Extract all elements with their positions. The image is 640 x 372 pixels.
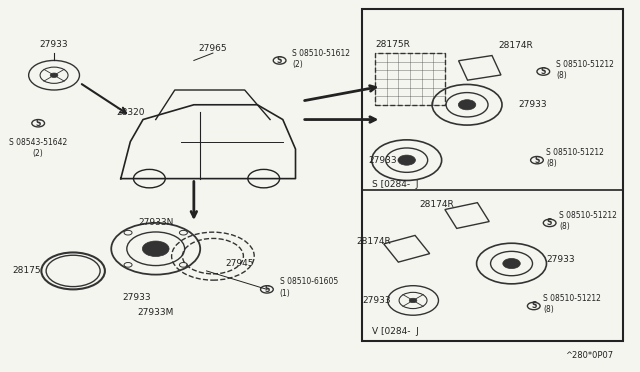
Text: 27933: 27933: [518, 100, 547, 109]
Text: 27933: 27933: [362, 296, 391, 305]
Text: S: S: [35, 119, 41, 128]
Text: 28174R: 28174R: [356, 237, 391, 246]
Text: S: S: [277, 56, 282, 65]
Text: 27933: 27933: [40, 41, 68, 49]
Text: 27933: 27933: [547, 255, 575, 264]
Text: S 08510-51212: S 08510-51212: [556, 60, 614, 69]
Text: S 08510-61605: S 08510-61605: [280, 278, 338, 286]
Text: S: S: [264, 285, 269, 294]
Text: 27933N: 27933N: [138, 218, 173, 227]
Text: ^280*0P07: ^280*0P07: [565, 350, 613, 359]
Circle shape: [409, 298, 417, 303]
Text: (1): (1): [280, 289, 291, 298]
Text: 28175R: 28175R: [375, 41, 410, 49]
Circle shape: [398, 155, 415, 165]
Text: 27933: 27933: [122, 293, 151, 302]
Text: 28175: 28175: [13, 266, 42, 275]
Text: S [0284-  J: S [0284- J: [372, 180, 419, 189]
Text: V [0284-  J: V [0284- J: [372, 327, 419, 336]
Text: S: S: [531, 301, 536, 311]
Bar: [375, 53, 445, 105]
Text: S 08510-51212: S 08510-51212: [543, 294, 601, 303]
Text: S 08510-51212: S 08510-51212: [559, 211, 617, 220]
Text: (8): (8): [543, 305, 554, 314]
Text: 27933: 27933: [369, 155, 397, 165]
Text: (8): (8): [556, 71, 567, 80]
Text: (2): (2): [33, 149, 44, 158]
Circle shape: [503, 259, 520, 269]
Text: 27965: 27965: [198, 44, 227, 53]
Text: 27933M: 27933M: [138, 308, 174, 317]
Text: 28174R: 28174R: [499, 41, 534, 50]
Text: (8): (8): [559, 222, 570, 231]
Text: 28174R: 28174R: [420, 200, 454, 209]
Text: S: S: [541, 67, 546, 76]
Text: 28320: 28320: [116, 109, 145, 118]
Text: S 08510-51612: S 08510-51612: [292, 49, 350, 58]
Bar: [362, 9, 623, 341]
Text: (8): (8): [547, 159, 557, 169]
Text: S: S: [534, 155, 540, 165]
Circle shape: [458, 100, 476, 110]
Text: S 08543-51642: S 08543-51642: [9, 138, 67, 147]
Text: (2): (2): [292, 60, 303, 69]
Circle shape: [51, 73, 58, 77]
Text: 27945: 27945: [226, 259, 254, 268]
Text: S: S: [547, 218, 552, 227]
Text: S 08510-51212: S 08510-51212: [547, 148, 604, 157]
Circle shape: [142, 241, 169, 257]
